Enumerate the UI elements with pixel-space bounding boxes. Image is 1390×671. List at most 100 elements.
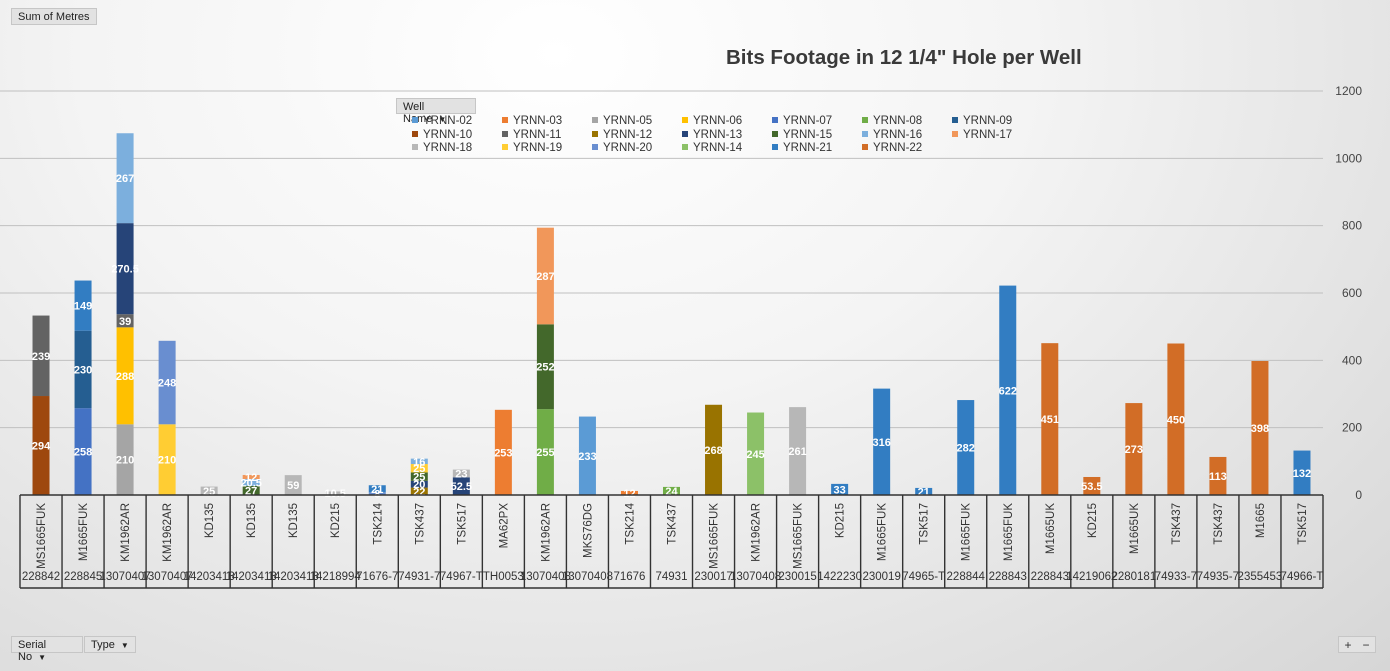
- y-tick-label: 200: [1342, 421, 1362, 435]
- legend-swatch: [592, 144, 598, 150]
- serial-no-field-button[interactable]: Serial No ▼: [11, 636, 83, 663]
- bar-segment: [663, 486, 680, 495]
- x-tick-label-serial: 74933-7: [1155, 571, 1197, 583]
- legend-label: YRNN-13: [693, 128, 743, 141]
- data-label: 252: [536, 362, 554, 374]
- x-tick-label-serial: 74966-T: [1281, 571, 1324, 583]
- x-tick-label-type: M1665UK: [1129, 503, 1141, 554]
- bar-segment: [410, 464, 428, 473]
- x-tick-label-serial: 74967-T: [440, 571, 483, 583]
- data-label: 316: [872, 437, 890, 449]
- x-tick-label-serial: 228843: [1031, 571, 1069, 583]
- y-tick-label: 400: [1342, 353, 1362, 367]
- bar-segment: [74, 408, 92, 495]
- data-label: 52.5: [451, 481, 472, 493]
- x-tick-label-type: MS1665FUK: [709, 503, 721, 569]
- serial-no-field-label: Serial No: [18, 639, 47, 663]
- legend-label: YRNN-08: [873, 115, 923, 127]
- data-label: 210: [116, 455, 134, 467]
- x-tick-label-serial: 228844: [947, 571, 986, 583]
- x-tick-label-type: MS1665FUK: [36, 503, 48, 569]
- data-label: 258: [74, 447, 92, 459]
- type-field-button[interactable]: Type ▼: [84, 636, 136, 653]
- data-label: 230: [74, 364, 92, 376]
- bar-segment: [116, 223, 134, 315]
- legend-label: YRNN-09: [963, 115, 1013, 127]
- bar-segment: [915, 487, 933, 495]
- bar-segment: [242, 474, 260, 480]
- x-tick-label-serial: 228843: [989, 571, 1027, 583]
- x-tick-label-serial: TH0053: [483, 571, 524, 583]
- x-tick-label-type: MKS76DG: [582, 503, 594, 558]
- bar-segment: [368, 492, 386, 495]
- data-label: 33: [834, 484, 846, 496]
- legend-swatch: [412, 130, 418, 137]
- x-tick-label-serial: 13070408: [730, 571, 781, 583]
- legend-entry: YRNN-05: [592, 115, 652, 128]
- data-label: 451: [1041, 414, 1059, 426]
- x-tick-label-type: TSK437: [1213, 503, 1225, 545]
- x-tick-label-serial: 13070408: [562, 571, 613, 583]
- legend-entry: YRNN-15: [772, 129, 832, 142]
- bar-segment: [578, 416, 596, 495]
- data-label: 270.5: [111, 264, 139, 276]
- data-label: 245: [746, 449, 764, 461]
- bar-segment: [536, 227, 554, 325]
- x-tick-label-type: TSK214: [624, 502, 636, 544]
- data-label: 294: [32, 441, 51, 453]
- legend-entry: YRNN-09: [952, 115, 1012, 128]
- data-label: 23: [455, 468, 467, 480]
- x-tick-label-type: TSK437: [414, 503, 426, 545]
- bar-segment: [999, 285, 1017, 495]
- bars: [32, 133, 1311, 495]
- data-label: 21: [918, 486, 930, 498]
- values-field-button[interactable]: Sum of Metres: [11, 8, 97, 25]
- y-tick-label: 800: [1342, 219, 1362, 233]
- bar-segment: [200, 486, 218, 495]
- expand-button[interactable]: +: [1344, 637, 1352, 652]
- legend-swatch: [862, 117, 868, 123]
- data-label: 149: [74, 301, 92, 313]
- x-axis: MS1665FUK 228842 M1665FUK 228845 KM1962AR 130…: [19, 494, 1324, 589]
- data-label: 12: [623, 488, 635, 500]
- x-tick-label-type: KD135: [204, 503, 216, 538]
- bar-segment: [410, 487, 428, 495]
- x-tick-label-type: TSK517: [456, 503, 468, 545]
- legend-label: YRNN-14: [693, 142, 743, 154]
- collapse-button[interactable]: −: [1362, 637, 1370, 652]
- x-tick-label-type: KM1962AR: [162, 503, 174, 562]
- bar-segment: [284, 475, 302, 495]
- bar-segment: [116, 133, 134, 224]
- legend-field-button[interactable]: Well Name▼: [396, 98, 476, 125]
- values-field-label: Sum of Metres: [18, 11, 90, 23]
- data-label: 287: [536, 271, 554, 283]
- bar-segment: [1293, 450, 1311, 495]
- legend-label: YRNN-05: [603, 115, 653, 127]
- dropdown-arrow-icon: ▼: [120, 641, 129, 650]
- data-label: 282: [957, 443, 975, 455]
- x-tick-label-type: M1665UK: [1045, 503, 1057, 554]
- bar-segment: [494, 409, 512, 495]
- bar-segment: [789, 407, 807, 495]
- x-tick-label-type: MA62PX: [498, 503, 510, 549]
- legend-swatch: [412, 117, 418, 123]
- x-tick-label-type: TSK214: [372, 502, 384, 544]
- legend-swatch: [682, 144, 688, 150]
- data-label: 261: [788, 446, 806, 458]
- x-tick-label-type: KM1962AR: [540, 503, 552, 562]
- legend-swatch: [682, 117, 688, 123]
- bar-segment: [452, 477, 470, 495]
- legend-label: YRNN-07: [783, 115, 833, 127]
- legend-entry: YRNN-02: [412, 115, 472, 128]
- x-tick-label-serial: 13070408: [520, 571, 571, 583]
- data-label: 268: [704, 445, 722, 457]
- x-tick-label-serial: 228845: [64, 571, 102, 583]
- legend-entry: YRNN-17: [952, 129, 1012, 142]
- legend-label: YRNN-16: [873, 128, 923, 141]
- bar-segment: [326, 491, 344, 495]
- legend-swatch: [862, 130, 868, 137]
- x-tick-label-serial: 74931: [656, 571, 688, 583]
- bar-segment: [368, 485, 386, 493]
- y-tick-label: 600: [1342, 286, 1362, 300]
- legend-entry: YRNN-06: [682, 115, 742, 128]
